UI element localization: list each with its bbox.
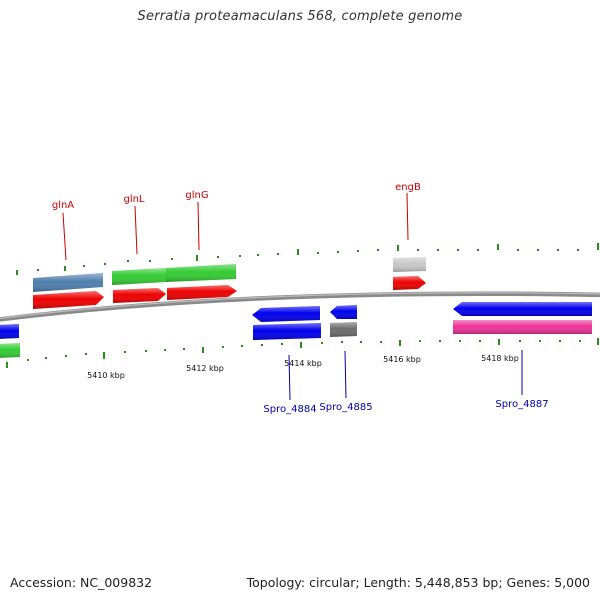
scale-label-5416: 5416 kbp xyxy=(383,355,421,364)
map-title: Serratia proteamaculans 568, complete ge… xyxy=(137,9,463,24)
leader-line-glnG xyxy=(197,201,200,251)
gene-label-glnG[interactable]: glnG xyxy=(185,190,208,201)
feature-Spro_4884-cds-shade xyxy=(253,323,321,340)
feature-Spro_4885-gene-shade xyxy=(330,305,357,319)
gene-label-Spro_4885[interactable]: Spro_4885 xyxy=(319,402,372,413)
scale-label-5414: 5414 kbp xyxy=(284,359,322,368)
scale-label-5418: 5418 kbp xyxy=(481,354,519,363)
feature-glnA-cds-shade xyxy=(33,273,103,292)
feature-Spro_4885-cds-shade xyxy=(330,322,357,337)
feature-Spro_4887-gene-shade xyxy=(453,302,592,316)
topology-label: Topology: circular; Length: 5,448,853 bp… xyxy=(246,575,590,590)
genome-backbone-highlight xyxy=(0,292,600,319)
feature-glnG-gene-shade xyxy=(167,285,237,300)
gene-label-engB[interactable]: engB xyxy=(395,182,421,193)
feature-glnL-cds-shade xyxy=(112,268,166,285)
gene-label-Spro_4887[interactable]: Spro_4887 xyxy=(495,399,548,410)
upper-tick-row xyxy=(16,243,599,275)
gene-label-glnA[interactable]: glnA xyxy=(52,200,74,211)
genome-backbone xyxy=(0,291,600,322)
gene-label-Spro_4884[interactable]: Spro_4884 xyxy=(263,404,316,415)
feature-glnG-cds-shade xyxy=(166,264,236,282)
leader-line-engB xyxy=(406,192,409,241)
scale-label-5410: 5410 kbp xyxy=(87,371,125,380)
leader-line-glnA xyxy=(62,212,67,261)
scale-label-5412: 5412 kbp xyxy=(186,364,224,373)
leader-line-glnL xyxy=(134,205,138,255)
feature-Spro_4884-gene-shade xyxy=(252,306,320,322)
gene-label-glnL[interactable]: glnL xyxy=(123,194,144,205)
accession-label: Accession: NC_009832 xyxy=(10,575,153,590)
feature-left-edge-blue-shade xyxy=(0,324,19,339)
feature-glnA-gene-shade xyxy=(33,291,104,309)
feature-glnL-gene-shade xyxy=(113,288,166,303)
feature-Spro_4887-cds-shade xyxy=(453,320,592,334)
feature-engB-cds-shade xyxy=(393,257,426,272)
leader-line-Spro_4885 xyxy=(344,350,347,399)
leader-line-Spro_4884 xyxy=(288,354,291,401)
feature-left-edge-green-shade xyxy=(0,343,20,358)
feature-engB-gene-shade xyxy=(393,276,426,290)
lower-tick-row xyxy=(6,338,599,368)
